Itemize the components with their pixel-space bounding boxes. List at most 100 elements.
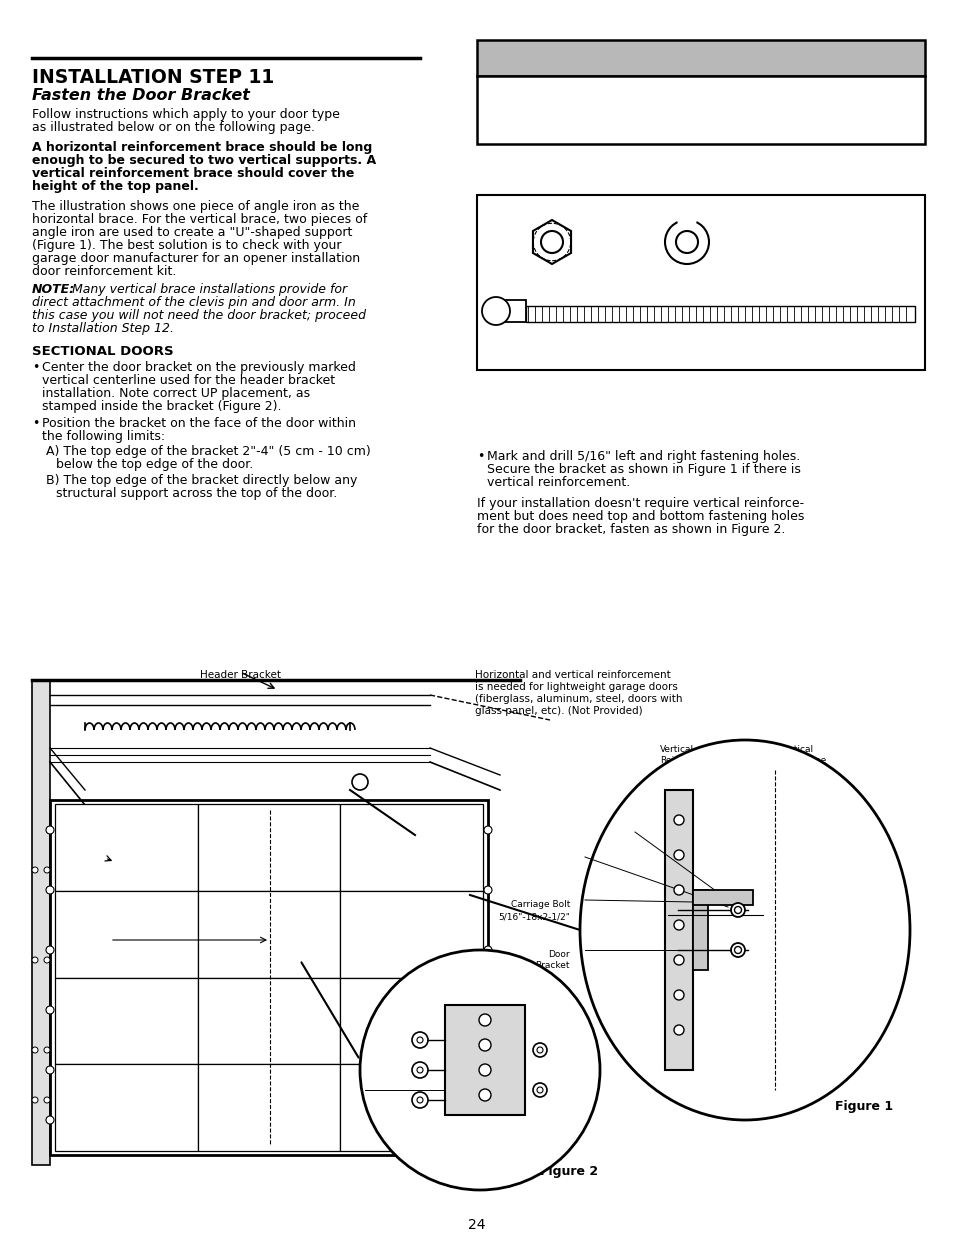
Circle shape bbox=[46, 1066, 54, 1074]
Text: stamped inside the bracket (Figure 2).: stamped inside the bracket (Figure 2). bbox=[42, 400, 281, 412]
Text: Lock  Washer
5/16": Lock Washer 5/16" bbox=[510, 995, 569, 1015]
Ellipse shape bbox=[579, 740, 909, 1120]
Text: Position the bracket on the face of the door within: Position the bracket on the face of the … bbox=[42, 417, 355, 430]
Circle shape bbox=[673, 1025, 683, 1035]
Circle shape bbox=[44, 1047, 50, 1053]
Bar bbox=[197, 804, 340, 890]
Circle shape bbox=[32, 1047, 38, 1053]
Circle shape bbox=[676, 231, 698, 253]
Text: vertical reinforcement.: vertical reinforcement. bbox=[486, 475, 630, 489]
Text: Mark and drill 5/16" left and right fastening holes.: Mark and drill 5/16" left and right fast… bbox=[486, 450, 800, 463]
Polygon shape bbox=[533, 220, 571, 264]
Bar bbox=[197, 890, 340, 977]
Text: Door
Bracket: Door Bracket bbox=[535, 950, 569, 971]
Circle shape bbox=[352, 774, 368, 790]
Bar bbox=[340, 890, 482, 977]
Circle shape bbox=[540, 231, 562, 253]
Circle shape bbox=[730, 944, 744, 957]
Bar bbox=[20, 635, 931, 1191]
Circle shape bbox=[412, 1062, 428, 1078]
Text: Vertical
Centerline: Vertical Centerline bbox=[58, 930, 109, 952]
Text: structural support across the top of the door.: structural support across the top of the… bbox=[56, 487, 337, 500]
Circle shape bbox=[734, 946, 740, 953]
Circle shape bbox=[483, 885, 492, 894]
Text: Many vertical brace installations provide for: Many vertical brace installations provid… bbox=[68, 283, 347, 296]
Circle shape bbox=[673, 990, 683, 1000]
Bar bbox=[525, 306, 914, 322]
Text: Secure the bracket as shown in Figure 1 if there is: Secure the bracket as shown in Figure 1 … bbox=[486, 463, 800, 475]
Circle shape bbox=[483, 1007, 492, 1014]
Text: angle iron are used to create a "U"-shaped support: angle iron are used to create a "U"-shap… bbox=[32, 226, 352, 240]
Bar bbox=[197, 977, 340, 1065]
Text: door with angle iron both vertically and horizontally.: door with angle iron both vertically and… bbox=[486, 98, 813, 110]
Circle shape bbox=[44, 867, 50, 873]
Text: B) The top edge of the bracket directly below any: B) The top edge of the bracket directly … bbox=[46, 474, 357, 487]
Text: direct attachment of the clevis pin and door arm. In: direct attachment of the clevis pin and … bbox=[32, 296, 355, 309]
Text: UP: UP bbox=[814, 860, 830, 869]
Bar bbox=[476, 195, 924, 370]
Circle shape bbox=[412, 1032, 428, 1049]
Text: to Installation Step 12.: to Installation Step 12. bbox=[32, 322, 173, 335]
Circle shape bbox=[673, 955, 683, 965]
Text: SECTIONAL DOORS: SECTIONAL DOORS bbox=[32, 345, 173, 358]
Circle shape bbox=[664, 220, 708, 264]
Text: vertical reinforcement brace should cover the: vertical reinforcement brace should cove… bbox=[32, 167, 354, 180]
Circle shape bbox=[478, 1039, 491, 1051]
Text: NOTE:: NOTE: bbox=[32, 283, 75, 296]
Text: enough to be secured to two vertical supports. A: enough to be secured to two vertical sup… bbox=[32, 154, 375, 167]
Text: (Figure 1). The best solution is to check with your: (Figure 1). The best solution is to chec… bbox=[32, 240, 341, 252]
Text: UP: UP bbox=[481, 1120, 497, 1130]
Text: The illustration shows one piece of angle iron as the: The illustration shows one piece of angl… bbox=[32, 200, 359, 212]
Text: height of the top panel.: height of the top panel. bbox=[32, 180, 198, 193]
Circle shape bbox=[46, 946, 54, 953]
Circle shape bbox=[46, 1116, 54, 1124]
Text: Follow instructions which apply to your door type: Follow instructions which apply to your … bbox=[32, 107, 339, 121]
Text: (fiberglass, aluminum, steel, doors with: (fiberglass, aluminum, steel, doors with bbox=[475, 694, 681, 704]
Bar bbox=[55, 890, 197, 977]
Circle shape bbox=[416, 1037, 422, 1044]
Text: Vertical
Centerline: Vertical Centerline bbox=[780, 745, 826, 766]
Bar bbox=[340, 804, 482, 890]
Circle shape bbox=[537, 1047, 542, 1053]
Circle shape bbox=[32, 867, 38, 873]
Text: glass panel, etc). (Not Provided): glass panel, etc). (Not Provided) bbox=[475, 706, 642, 716]
Text: ment but does need top and bottom fastening holes: ment but does need top and bottom fasten… bbox=[476, 510, 803, 522]
Text: is needed for lightweight garage doors: is needed for lightweight garage doors bbox=[475, 682, 678, 692]
Bar bbox=[664, 790, 692, 1070]
Circle shape bbox=[32, 957, 38, 963]
Circle shape bbox=[483, 946, 492, 953]
Text: Door Bracket: Door Bracket bbox=[420, 1165, 489, 1174]
Text: If your installation doesn't require vertical reinforce-: If your installation doesn't require ver… bbox=[476, 496, 803, 510]
Text: HARDWARE SHOWN ACTUAL SIZE: HARDWARE SHOWN ACTUAL SIZE bbox=[597, 203, 804, 212]
Circle shape bbox=[483, 1116, 492, 1124]
Circle shape bbox=[673, 885, 683, 895]
Circle shape bbox=[46, 885, 54, 894]
Bar bbox=[55, 804, 197, 890]
Text: Nut
5/16"-18: Nut 5/16"-18 bbox=[609, 1020, 648, 1040]
Circle shape bbox=[673, 920, 683, 930]
Circle shape bbox=[44, 1097, 50, 1103]
Circle shape bbox=[734, 906, 740, 914]
Text: Figure 1: Figure 1 bbox=[834, 1100, 892, 1113]
Circle shape bbox=[416, 1097, 422, 1103]
Text: garage door manufacturer for an opener installation: garage door manufacturer for an opener i… bbox=[32, 252, 359, 266]
Circle shape bbox=[478, 1014, 491, 1026]
Circle shape bbox=[478, 1065, 491, 1076]
Circle shape bbox=[533, 1044, 546, 1057]
Text: Door
Bracket
Location: Door Bracket Location bbox=[62, 850, 103, 884]
Text: Figure 2: Figure 2 bbox=[539, 1165, 598, 1178]
Circle shape bbox=[46, 826, 54, 834]
Text: Fasten the Door Bracket: Fasten the Door Bracket bbox=[32, 88, 250, 103]
Circle shape bbox=[46, 1007, 54, 1014]
Text: •: • bbox=[32, 417, 39, 430]
Text: door reinforcement kit.: door reinforcement kit. bbox=[32, 266, 176, 278]
Text: A horizontal reinforcement brace should be long: A horizontal reinforcement brace should … bbox=[32, 141, 372, 154]
Bar bbox=[340, 1065, 482, 1151]
Circle shape bbox=[537, 1087, 542, 1093]
Text: installation. Note correct UP placement, as: installation. Note correct UP placement,… bbox=[42, 387, 310, 400]
Circle shape bbox=[483, 826, 492, 834]
Bar bbox=[340, 977, 482, 1065]
Circle shape bbox=[478, 1089, 491, 1100]
Text: Header Bracket: Header Bracket bbox=[200, 671, 281, 680]
Bar bbox=[476, 77, 924, 144]
